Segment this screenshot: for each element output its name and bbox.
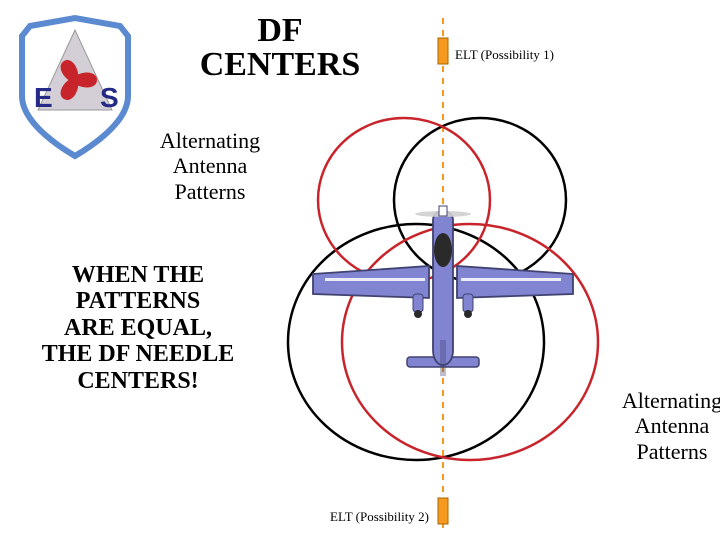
- subtitle-right-3: Patterns: [602, 439, 720, 464]
- main-message: WHEN THE PATTERNS ARE EQUAL, THE DF NEED…: [8, 262, 268, 394]
- title-line-2: CENTERS: [180, 48, 380, 82]
- badge-letter-left: E: [34, 82, 53, 114]
- subtitle-left-2: Antenna: [140, 153, 280, 178]
- main-line-4: THE DF NEEDLE: [8, 341, 268, 367]
- black-lobe-bottom: [288, 224, 544, 460]
- subtitle-right-1: Alternating: [602, 388, 720, 413]
- subtitle-right: Alternating Antenna Patterns: [602, 388, 720, 464]
- elt-bottom-label: ELT (Possibility 2): [330, 510, 429, 523]
- aircraft-icon: [313, 206, 573, 376]
- main-line-1: WHEN THE: [8, 262, 268, 288]
- subtitle-right-2: Antenna: [602, 413, 720, 438]
- title-line-1: DF: [180, 14, 380, 48]
- main-line-5: CENTERS!: [8, 368, 268, 394]
- elt-top-label: ELT (Possibility 1): [455, 48, 554, 61]
- main-line-3: ARE EQUAL,: [8, 315, 268, 341]
- elt-top-marker: [438, 38, 448, 64]
- elt-bottom-marker: [438, 498, 448, 524]
- badge-letter-right: S: [100, 82, 119, 114]
- red-lobe-bottom: [342, 224, 598, 460]
- subtitle-left-1: Alternating: [140, 128, 280, 153]
- red-lobe-top: [318, 118, 490, 282]
- diagram-root: DF CENTERS Alternating Antenna Patterns …: [0, 0, 720, 540]
- main-line-2: PATTERNS: [8, 288, 268, 314]
- slide-title: DF CENTERS: [180, 14, 380, 82]
- subtitle-left-3: Patterns: [140, 179, 280, 204]
- subtitle-left: Alternating Antenna Patterns: [140, 128, 280, 204]
- black-lobe-top: [394, 118, 566, 282]
